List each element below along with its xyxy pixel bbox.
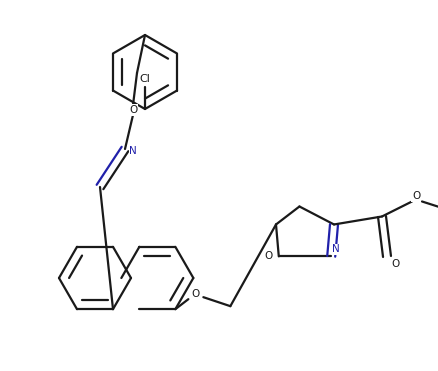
Text: O: O [265, 252, 273, 261]
Text: O: O [412, 191, 420, 201]
Text: N: N [332, 244, 340, 255]
Text: N: N [129, 146, 137, 156]
Text: O: O [391, 259, 399, 269]
Text: O: O [191, 289, 199, 299]
Text: O: O [129, 105, 137, 115]
Text: Cl: Cl [140, 74, 150, 84]
